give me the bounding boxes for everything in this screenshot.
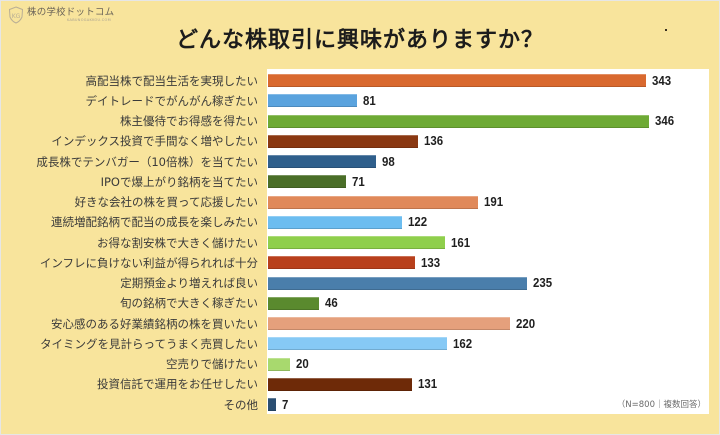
value-label: 98 (381, 153, 395, 169)
category-label: 高配当株で配当生活を実現したい (85, 73, 259, 88)
svg-text:KG: KG (12, 13, 21, 20)
category-label: 成長株でテンバガー（10倍株）を当てたい (36, 154, 258, 169)
value-label: 7 (281, 396, 289, 412)
bar (268, 357, 291, 371)
value-label: 46 (324, 295, 338, 311)
value-label: 122 (408, 214, 428, 230)
category-label: 好きな会社の株を買って応援したい (74, 195, 258, 209)
category-label: タイミングを見計らってうまく売買したい (40, 336, 258, 351)
bar (268, 256, 415, 270)
category-label: 旬の銘柄で大きく稼ぎたい (120, 296, 258, 311)
category-label: デイトレードでがんがん稼ぎたい (85, 93, 259, 108)
category-label: その他 (223, 397, 259, 412)
value-label: 191 (484, 194, 504, 209)
bar (268, 337, 447, 351)
category-label: 株主優待でお得感を得たい (120, 114, 258, 128)
chart-title: どんな株取引に興味がありますか？ (175, 28, 544, 53)
category-label: 安心感のある好業績銘柄の株を買いたい (51, 316, 258, 331)
category-label: お得な割安株で大きく儲けたい (97, 235, 258, 250)
kg-shield-icon: KG (8, 6, 24, 24)
bar (268, 215, 403, 229)
bar (268, 74, 646, 87)
category-label: インフレに負けない利益が得られれば十分 (39, 255, 258, 270)
bar (268, 377, 413, 391)
category-label: インデックス投資で手間なく増やしたい (51, 134, 258, 149)
bar (268, 155, 376, 168)
site-logo[interactable]: KG 株の学校ドットコム KABUNOGAKKOU.COM (8, 4, 114, 26)
value-label: 161 (451, 234, 471, 250)
value-label: 81 (363, 92, 376, 108)
sample-note: （N=800｜複数回答） (616, 400, 706, 410)
value-label: 346 (655, 113, 675, 128)
category-label: 空売りで儲けたい (166, 357, 258, 371)
value-label: 136 (423, 133, 443, 149)
bar (268, 276, 527, 290)
logo-subtext: KABUNOGAKKOU.COM (67, 17, 111, 22)
value-label: 133 (420, 254, 440, 270)
bar (268, 94, 358, 108)
value-label: 71 (352, 173, 365, 189)
logo-name: 株の学校ドットコム (27, 7, 115, 18)
bar (268, 236, 446, 249)
bar (268, 134, 418, 148)
bar (268, 317, 511, 330)
value-label: 131 (418, 376, 438, 392)
category-label: 連続増配銘柄で配当の成長を楽しみたい (51, 215, 258, 230)
bar (268, 175, 347, 189)
value-label: 220 (516, 315, 536, 331)
bar (268, 195, 479, 209)
value-label: 235 (532, 275, 553, 290)
value-label: 162 (452, 335, 472, 351)
value-label: 20 (296, 356, 309, 371)
bar (268, 296, 319, 310)
category-label: 定期預金より増えれば良い (120, 276, 258, 290)
bar (268, 114, 650, 128)
bar (268, 398, 276, 411)
category-label: IPOで爆上がり銘柄を当てたい (100, 174, 258, 189)
decorative-dot (665, 29, 667, 31)
value-label: 343 (651, 72, 672, 88)
category-label: 投資信託で運用をお任せしたい (97, 377, 258, 392)
